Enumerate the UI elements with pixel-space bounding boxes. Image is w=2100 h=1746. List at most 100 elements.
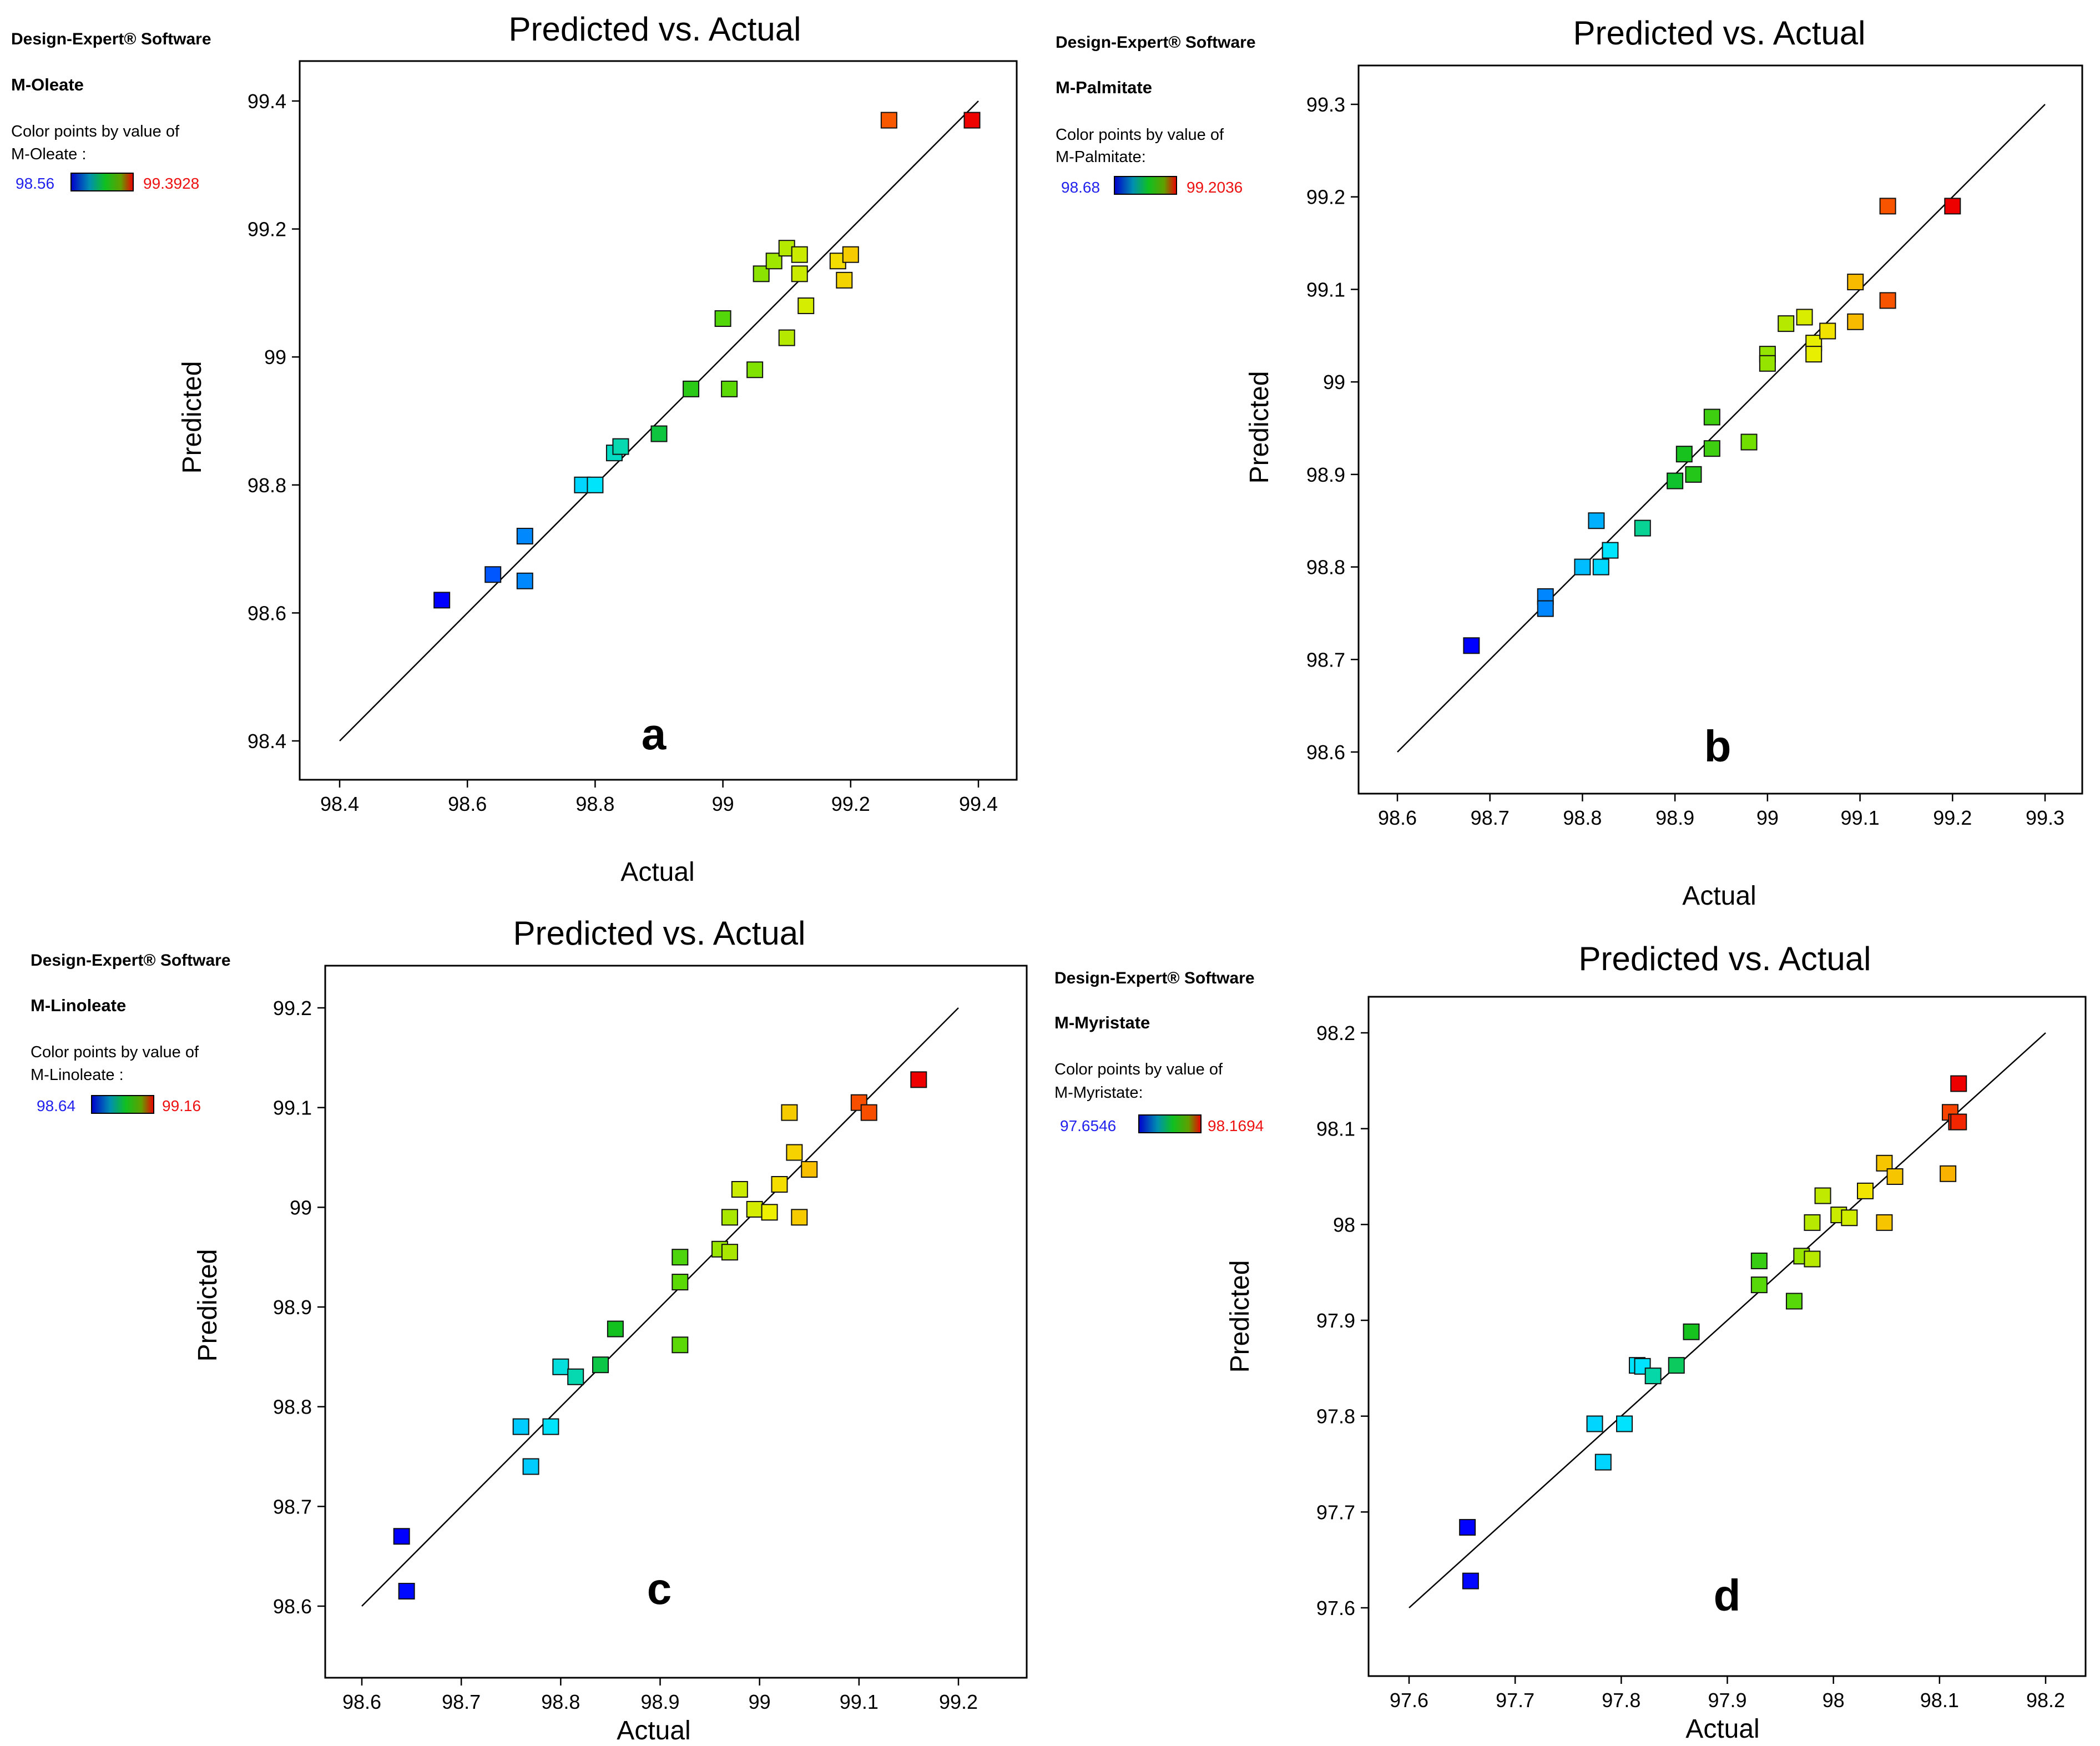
color-note-line1: Color points by value of <box>1056 126 1224 144</box>
data-point <box>1634 519 1651 537</box>
x-tick-label: 99 <box>1756 806 1779 829</box>
y-axis-label: Predicted <box>1245 371 1274 484</box>
x-tick-label: 99.2 <box>1933 806 1972 829</box>
data-point <box>963 112 981 129</box>
x-tick-label: 98.4 <box>320 793 359 815</box>
colorbar-min-label: 98.56 <box>16 175 54 192</box>
y-tick-label: 99 <box>1323 371 1345 393</box>
y-axis-label: Predicted <box>193 1249 223 1362</box>
data-point <box>393 1528 410 1545</box>
data-point <box>1804 1250 1821 1268</box>
x-tick-label: 99 <box>712 793 734 815</box>
colorbar <box>70 173 134 191</box>
color-note-line1: Color points by value of <box>1054 1061 1223 1078</box>
response-name: M-Myristate <box>1054 1013 1150 1032</box>
x-axis-label: Actual <box>1682 881 1756 911</box>
x-tick-label: 99 <box>749 1691 771 1713</box>
x-tick-label: 98.9 <box>1655 806 1694 829</box>
data-point <box>592 1356 609 1374</box>
panel-a: Design-Expert® Software M-Oleate Color p… <box>0 0 1043 888</box>
colorbar-max-label: 99.3928 <box>143 175 199 192</box>
data-point <box>1879 198 1896 215</box>
data-point <box>801 1161 818 1178</box>
y-tick-label: 97.6 <box>1316 1597 1355 1619</box>
panel-letter: c <box>647 1564 672 1613</box>
data-point <box>1574 558 1591 576</box>
chart-d: Design-Expert® Software M-Myristate Colo… <box>1054 940 2087 1744</box>
data-point <box>1805 346 1823 363</box>
x-tick-label: 97.7 <box>1496 1689 1534 1712</box>
y-tick-label: 98 <box>1333 1213 1355 1236</box>
y-tick-label: 98.8 <box>248 474 286 497</box>
y-tick-label: 98.6 <box>248 602 286 624</box>
data-point <box>672 1274 689 1291</box>
chart-c: Design-Expert® Software M-Linoleate Colo… <box>31 915 1028 1745</box>
color-note-line2: M-Palmitate: <box>1056 148 1146 166</box>
data-point <box>1940 1165 1957 1182</box>
data-point <box>1804 1214 1821 1231</box>
data-point <box>721 1209 738 1226</box>
data-point <box>761 1204 778 1221</box>
panel-d: Design-Expert® Software M-Myristate Colo… <box>1043 910 2100 1746</box>
data-point <box>731 1180 748 1198</box>
data-point <box>1847 313 1864 330</box>
x-tick-label: 98 <box>1823 1689 1845 1712</box>
y-tick-label: 98.8 <box>1306 556 1345 579</box>
x-tick-label: 98.8 <box>541 1691 580 1713</box>
y-axis-label: Predicted <box>1225 1260 1255 1373</box>
y-tick-label: 98.7 <box>273 1495 312 1518</box>
data-point <box>516 528 533 545</box>
colorbar <box>1114 176 1177 195</box>
y-tick-label: 97.9 <box>1316 1309 1355 1332</box>
data-point <box>791 265 808 282</box>
plot-frame <box>324 965 1028 1679</box>
x-tick-label: 98.8 <box>1563 806 1602 829</box>
fit-line <box>1409 1032 2046 1608</box>
panel-letter: b <box>1704 721 1732 771</box>
data-point <box>842 246 859 263</box>
data-point <box>1703 440 1720 457</box>
data-point <box>512 1418 529 1435</box>
y-tick-label: 99.1 <box>1306 278 1345 301</box>
data-point <box>771 1176 788 1193</box>
data-point <box>1594 1454 1612 1471</box>
colorbar-max-label: 99.2036 <box>1187 179 1243 196</box>
data-point <box>1616 1415 1633 1432</box>
color-note-line2: M-Oleate : <box>11 145 86 163</box>
data-point <box>778 329 795 346</box>
panel-letter: a <box>642 709 667 759</box>
data-point <box>672 1249 689 1266</box>
data-point <box>836 271 853 289</box>
data-point <box>1644 1367 1662 1385</box>
colorbar-max-label: 99.16 <box>162 1097 201 1114</box>
x-tick-label: 98.2 <box>2026 1689 2065 1712</box>
data-point <box>516 572 533 589</box>
chart-b: Design-Expert® Software M-Palmitate Colo… <box>1056 14 2083 911</box>
y-tick-label: 99.1 <box>273 1097 312 1119</box>
color-note-line1: Color points by value of <box>11 123 180 140</box>
data-point <box>797 297 815 314</box>
data-point <box>1879 292 1896 309</box>
data-point <box>721 380 738 397</box>
data-point <box>1537 600 1554 617</box>
data-point <box>1819 322 1836 340</box>
y-tick-label: 98.6 <box>1306 741 1345 764</box>
plot-frame <box>1357 64 2083 795</box>
x-tick-label: 99.1 <box>1841 806 1880 829</box>
x-tick-label: 98.7 <box>442 1691 481 1713</box>
data-point <box>1750 1276 1768 1294</box>
data-point <box>1857 1182 1874 1199</box>
data-point <box>1759 355 1776 372</box>
x-tick-label: 99.2 <box>831 793 870 815</box>
data-point <box>1602 542 1619 559</box>
data-point <box>1462 1572 1479 1589</box>
software-label: Design-Expert® Software <box>11 30 211 48</box>
data-point <box>587 476 604 493</box>
colorbar-min-label: 98.68 <box>1061 179 1100 196</box>
y-tick-label: 98.4 <box>248 730 286 753</box>
data-point <box>746 1200 763 1218</box>
y-tick-label: 99.3 <box>1306 93 1345 116</box>
x-tick-label: 98.1 <box>1920 1689 1959 1712</box>
data-point <box>860 1104 877 1121</box>
fit-line <box>361 1007 959 1607</box>
